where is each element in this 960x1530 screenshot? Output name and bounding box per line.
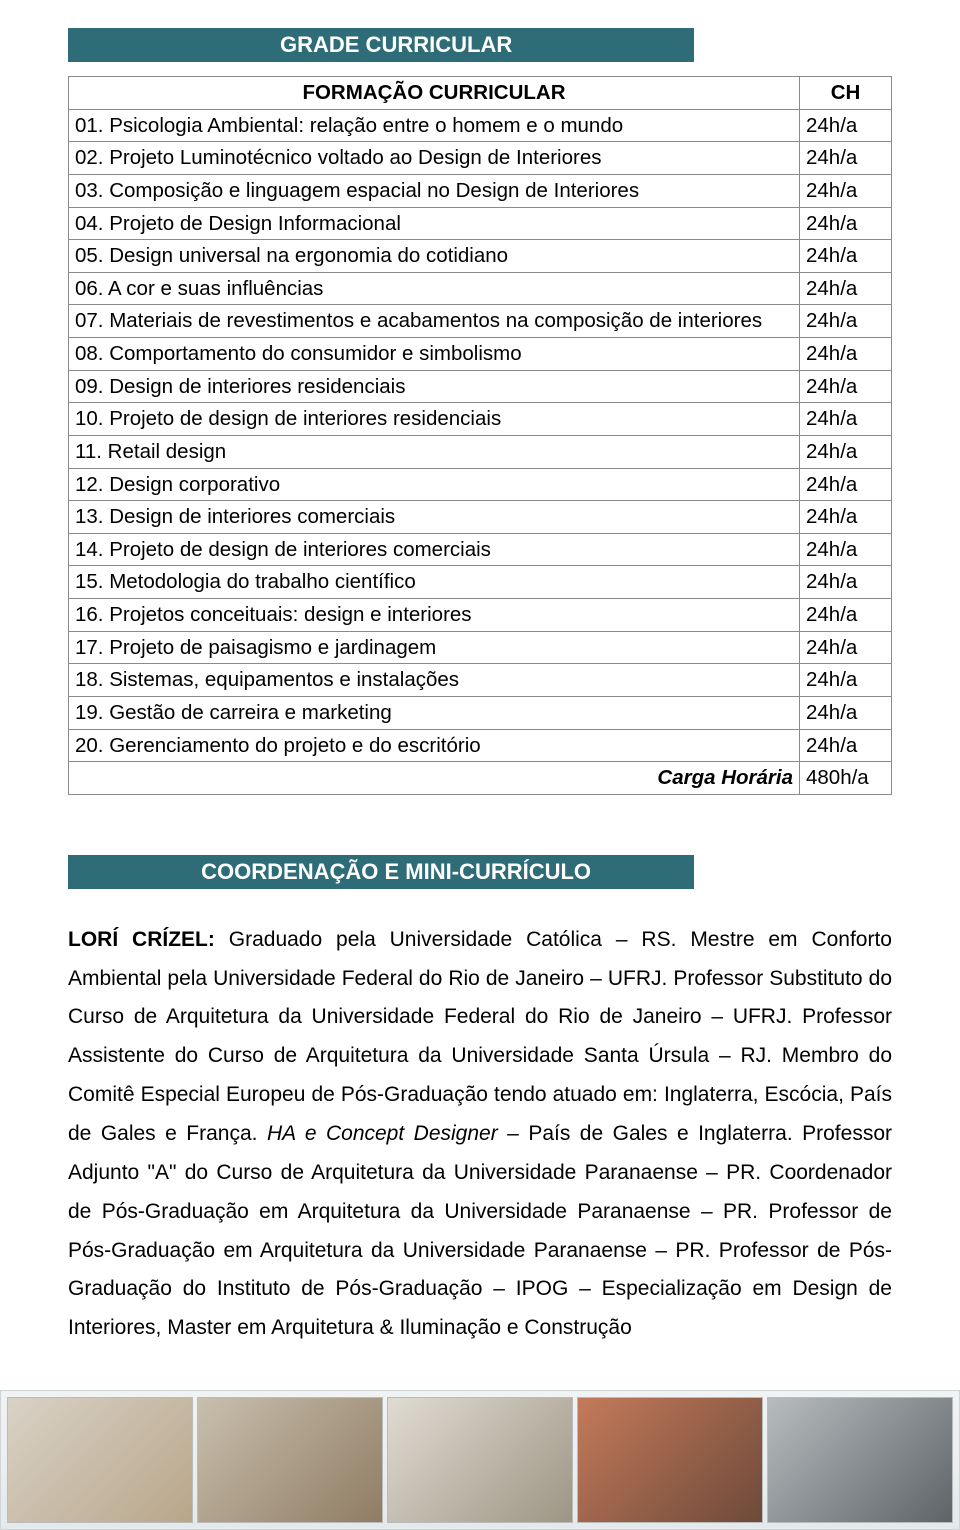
table-row-ch: 24h/a [800,142,892,175]
table-row-label: 08. Comportamento do consumidor e simbol… [69,338,800,371]
table-row-ch: 24h/a [800,664,892,697]
table-row-label: 13. Design de interiores comerciais [69,501,800,534]
curriculum-table: FORMAÇÃO CURRICULAR CH 01. Psicologia Am… [68,76,892,795]
table-row-label: 04. Projeto de Design Informacional [69,207,800,240]
table-row-label: 20. Gerenciamento do projeto e do escrit… [69,729,800,762]
table-row-ch: 24h/a [800,109,892,142]
coordenacao-title: COORDENAÇÃO E MINI-CURRÍCULO [68,859,694,885]
table-row-label: 10. Projeto de design de interiores resi… [69,403,800,436]
table-row-ch: 24h/a [800,240,892,273]
bio-text-a: Graduado pela Universidade Católica – RS… [68,928,892,1145]
footer-tile [387,1397,573,1523]
carga-horaria-label: Carga Horária [69,762,800,795]
table-row-label: 03. Composição e linguagem espacial no D… [69,174,800,207]
col-formacao: FORMAÇÃO CURRICULAR [69,77,800,110]
table-row-label: 18. Sistemas, equipamentos e instalações [69,664,800,697]
bio-text-b: – País de Gales e Inglaterra. Professor … [68,1122,892,1339]
table-row-ch: 24h/a [800,533,892,566]
table-row-ch: 24h/a [800,566,892,599]
table-row-ch: 24h/a [800,599,892,632]
table-row-ch: 24h/a [800,403,892,436]
footer-tile [7,1397,193,1523]
table-row-ch: 24h/a [800,207,892,240]
col-ch: CH [800,77,892,110]
coordenacao-banner: COORDENAÇÃO E MINI-CURRÍCULO [68,855,694,889]
table-row-ch: 24h/a [800,631,892,664]
footer-tile [767,1397,953,1523]
table-row-label: 07. Materiais de revestimentos e acabame… [69,305,800,338]
table-row-ch: 24h/a [800,305,892,338]
table-row-label: 06. A cor e suas influências [69,272,800,305]
footer-tile [577,1397,763,1523]
table-row-label: 12. Design corporativo [69,468,800,501]
bio-paragraph: LORÍ CRÍZEL: Graduado pela Universidade … [68,921,892,1348]
table-row-label: 01. Psicologia Ambiental: relação entre … [69,109,800,142]
table-row-ch: 24h/a [800,696,892,729]
table-row-ch: 24h/a [800,729,892,762]
grade-curricular-title: GRADE CURRICULAR [68,32,694,58]
table-row-ch: 24h/a [800,468,892,501]
bio-name: LORÍ CRÍZEL: [68,928,215,951]
table-row-label: 05. Design universal na ergonomia do cot… [69,240,800,273]
table-row-label: 02. Projeto Luminotécnico voltado ao Des… [69,142,800,175]
footer-tile [197,1397,383,1523]
bio-italic: HA e Concept Designer [267,1122,498,1145]
table-row-label: 11. Retail design [69,435,800,468]
grade-curricular-banner: GRADE CURRICULAR [68,28,694,62]
table-row-ch: 24h/a [800,272,892,305]
table-row-ch: 24h/a [800,435,892,468]
table-row-label: 16. Projetos conceituais: design e inter… [69,599,800,632]
table-row-label: 14. Projeto de design de interiores come… [69,533,800,566]
table-row-label: 15. Metodologia do trabalho científico [69,566,800,599]
table-row-label: 17. Projeto de paisagismo e jardinagem [69,631,800,664]
table-row-ch: 24h/a [800,501,892,534]
table-row-label: 19. Gestão de carreira e marketing [69,696,800,729]
table-row-ch: 24h/a [800,338,892,371]
footer-image-strip [0,1390,960,1530]
carga-horaria-value: 480h/a [800,762,892,795]
table-row-ch: 24h/a [800,174,892,207]
table-row-label: 09. Design de interiores residenciais [69,370,800,403]
table-row-ch: 24h/a [800,370,892,403]
